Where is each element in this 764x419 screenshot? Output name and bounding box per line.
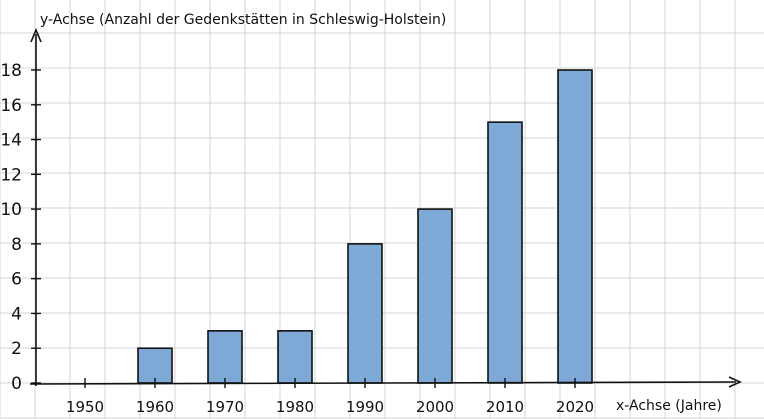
x-axis-arrow <box>728 376 742 388</box>
x-tick-label: 1990 <box>346 398 384 416</box>
bar-1980 <box>277 330 313 384</box>
y-tick-label: 18 <box>0 61 22 81</box>
x-axis-title: x-Achse (Jahre) <box>616 398 722 414</box>
x-tick-label: 1960 <box>136 398 174 416</box>
bar-2000 <box>417 208 453 384</box>
y-axis-arrow <box>30 27 42 43</box>
y-tick-label: 2 <box>11 339 22 359</box>
bars <box>137 69 593 384</box>
y-tick-label: 8 <box>11 235 22 255</box>
x-tick-label: 2020 <box>556 398 594 416</box>
x-tick-label: 1980 <box>276 398 314 416</box>
bar-1990 <box>347 243 383 384</box>
x-tick-label: 1950 <box>66 398 104 416</box>
bar-2020 <box>557 69 593 384</box>
axes <box>29 27 742 388</box>
y-tick-label: 6 <box>11 270 22 290</box>
y-tick-labels: 0 2 4 6 8 10 12 14 16 18 <box>0 61 41 394</box>
y-axis-title: y-Achse (Anzahl der Gedenkstätten in Sch… <box>40 12 446 28</box>
x-tick-labels: 1950 1960 1970 1980 1990 2000 2010 2020 <box>66 378 594 416</box>
x-tick-label: 2010 <box>486 398 524 416</box>
x-axis-line <box>29 381 737 385</box>
bar-2010 <box>487 121 523 384</box>
x-tick-label: 1970 <box>206 398 244 416</box>
y-tick-label: 4 <box>11 304 22 324</box>
y-tick-label: 10 <box>0 200 22 220</box>
y-tick-label: 14 <box>0 131 22 151</box>
x-tick-label: 2000 <box>416 398 454 416</box>
bar-1960 <box>137 347 173 384</box>
y-tick-label: 12 <box>0 165 22 185</box>
bar-1970 <box>207 330 243 384</box>
y-tick-label: 16 <box>0 96 22 116</box>
y-tick-label: 0 <box>11 374 22 394</box>
